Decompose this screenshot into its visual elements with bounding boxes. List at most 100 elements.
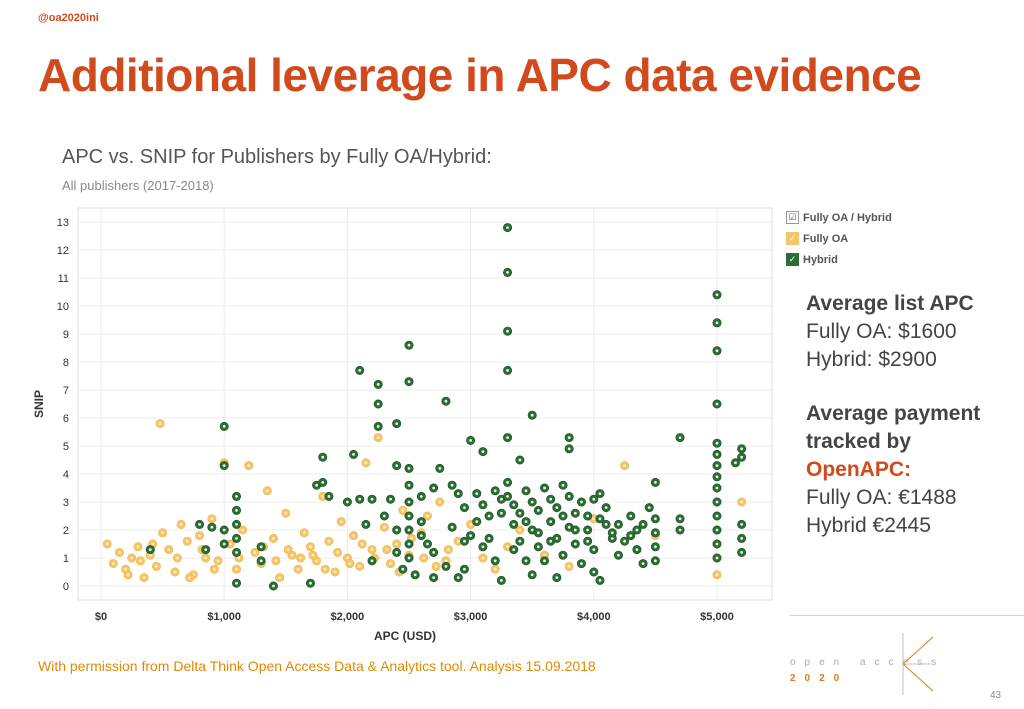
hybrid-point-center [518,511,522,515]
hybrid-point-center [259,559,263,563]
hybrid-point-center [654,559,657,563]
checkbox-icon[interactable]: ✓ [786,253,799,266]
fully-oa-point-center [410,537,413,540]
hybrid-point-center [549,520,553,523]
fully-oa-point-center [241,528,245,532]
list-apc-oa: Fully OA: $1600 [806,320,957,343]
hybrid-point-center [235,523,238,526]
list-apc-heading: Average list APC [806,292,974,315]
hybrid-point-center [518,458,522,462]
hybrid-point-center [475,520,479,523]
y-tick-label: 13 [57,217,69,229]
hybrid-point-center [536,545,540,549]
checkbox-icon[interactable]: ✓ [786,232,799,245]
fully-oa-point-center [173,570,177,574]
payment-oa: Fully OA: €1488 [806,486,957,509]
hybrid-point-center [376,402,380,406]
fully-oa-point-center [309,545,312,549]
fully-oa-point-center [447,548,450,551]
x-tick-label: $4,000 [577,611,611,623]
hybrid-point-center [604,523,608,526]
legend-item-all[interactable]: ☑ Fully OA / Hybrid [786,207,892,228]
fully-oa-point-center [352,534,355,537]
hybrid-point-center [364,523,368,526]
hybrid-point-center [407,556,411,560]
hybrid-point-center [432,576,436,579]
fully-oa-point-center [382,525,386,529]
fully-oa-point-center [376,436,380,439]
hybrid-point-center [493,489,497,493]
fully-oa-point-center [105,542,109,546]
hybrid-point-center [654,545,657,549]
fully-oa-point-center [469,523,472,526]
hybrid-point-center [481,450,485,453]
fully-oa-point-center [272,537,275,540]
hybrid-point-center [407,528,411,532]
fully-oa-point-center [139,559,142,563]
hybrid-point-center [456,492,460,495]
hybrid-point-center [740,537,744,540]
hybrid-point-center [309,581,312,585]
fully-oa-point-center [444,559,448,563]
legend-item-fully-oa[interactable]: ✓ Fully OA [786,228,892,249]
hybrid-point-center [641,523,645,526]
fully-oa-point-center [188,576,192,579]
fully-oa-point-center [286,548,290,551]
hybrid-point-center [222,464,226,467]
page-number: 43 [990,690,1002,701]
hybrid-point-center [592,497,596,501]
hybrid-point-center [500,511,503,515]
hybrid-point-center [395,551,399,554]
hybrid-point-center [580,500,583,504]
hybrid-point-center [481,545,485,549]
hybrid-point-center [506,369,509,372]
fully-oa-point-center [126,573,130,577]
slide-title: Additional leverage in APC data evidence [38,49,922,101]
hybrid-point-center [647,506,651,509]
fully-oa-point-center [321,495,325,498]
hybrid-point-center [419,534,423,537]
fully-oa-point-center [358,565,362,568]
hybrid-point-center [567,436,571,439]
y-tick-label: 6 [63,413,69,425]
hybrid-point-center [426,542,429,546]
y-tick-label: 2 [63,525,69,537]
hybrid-point-center [543,559,546,563]
hybrid-point-center [543,486,546,490]
hybrid-point-center [610,531,614,535]
fully-oa-point-center [518,528,522,532]
fully-oa-point-center [185,539,189,543]
hybrid-point-center [524,559,528,563]
hybrid-point-center [623,539,626,543]
fully-oa-point-center [481,556,485,560]
hybrid-point-center [629,514,633,518]
checkbox-icon[interactable]: ☑ [786,211,799,224]
list-apc-hybrid: Hybrid: $2900 [806,348,937,371]
hybrid-point-center [610,537,614,540]
hybrid-point-center [512,503,516,507]
fully-oa-point-center [155,565,158,568]
hybrid-point-center [715,486,719,490]
hybrid-point-center [198,523,201,526]
hybrid-point-center [654,517,657,521]
hybrid-point-center [678,528,682,532]
hybrid-point-center [438,467,442,470]
brand-name: open access [790,657,946,668]
fully-oa-point-center [235,567,238,571]
hybrid-point-center [500,497,503,501]
fully-oa-point-center [346,556,349,560]
hybrid-point-center [635,528,639,532]
fully-oa-point-center [237,556,241,560]
legend-item-hybrid[interactable]: ✓ Hybrid [786,249,892,270]
fully-oa-point-center [216,559,220,563]
fully-oa-point-center [389,562,392,565]
hybrid-point-center [678,436,682,439]
hybrid-point-center [321,455,325,459]
hybrid-point-center [715,402,719,406]
fully-oa-point-center [339,520,343,523]
hybrid-point-center [370,559,374,563]
hybrid-point-center [586,514,590,518]
x-tick-label: $1,000 [207,611,241,623]
fully-oa-point-center [299,556,302,560]
